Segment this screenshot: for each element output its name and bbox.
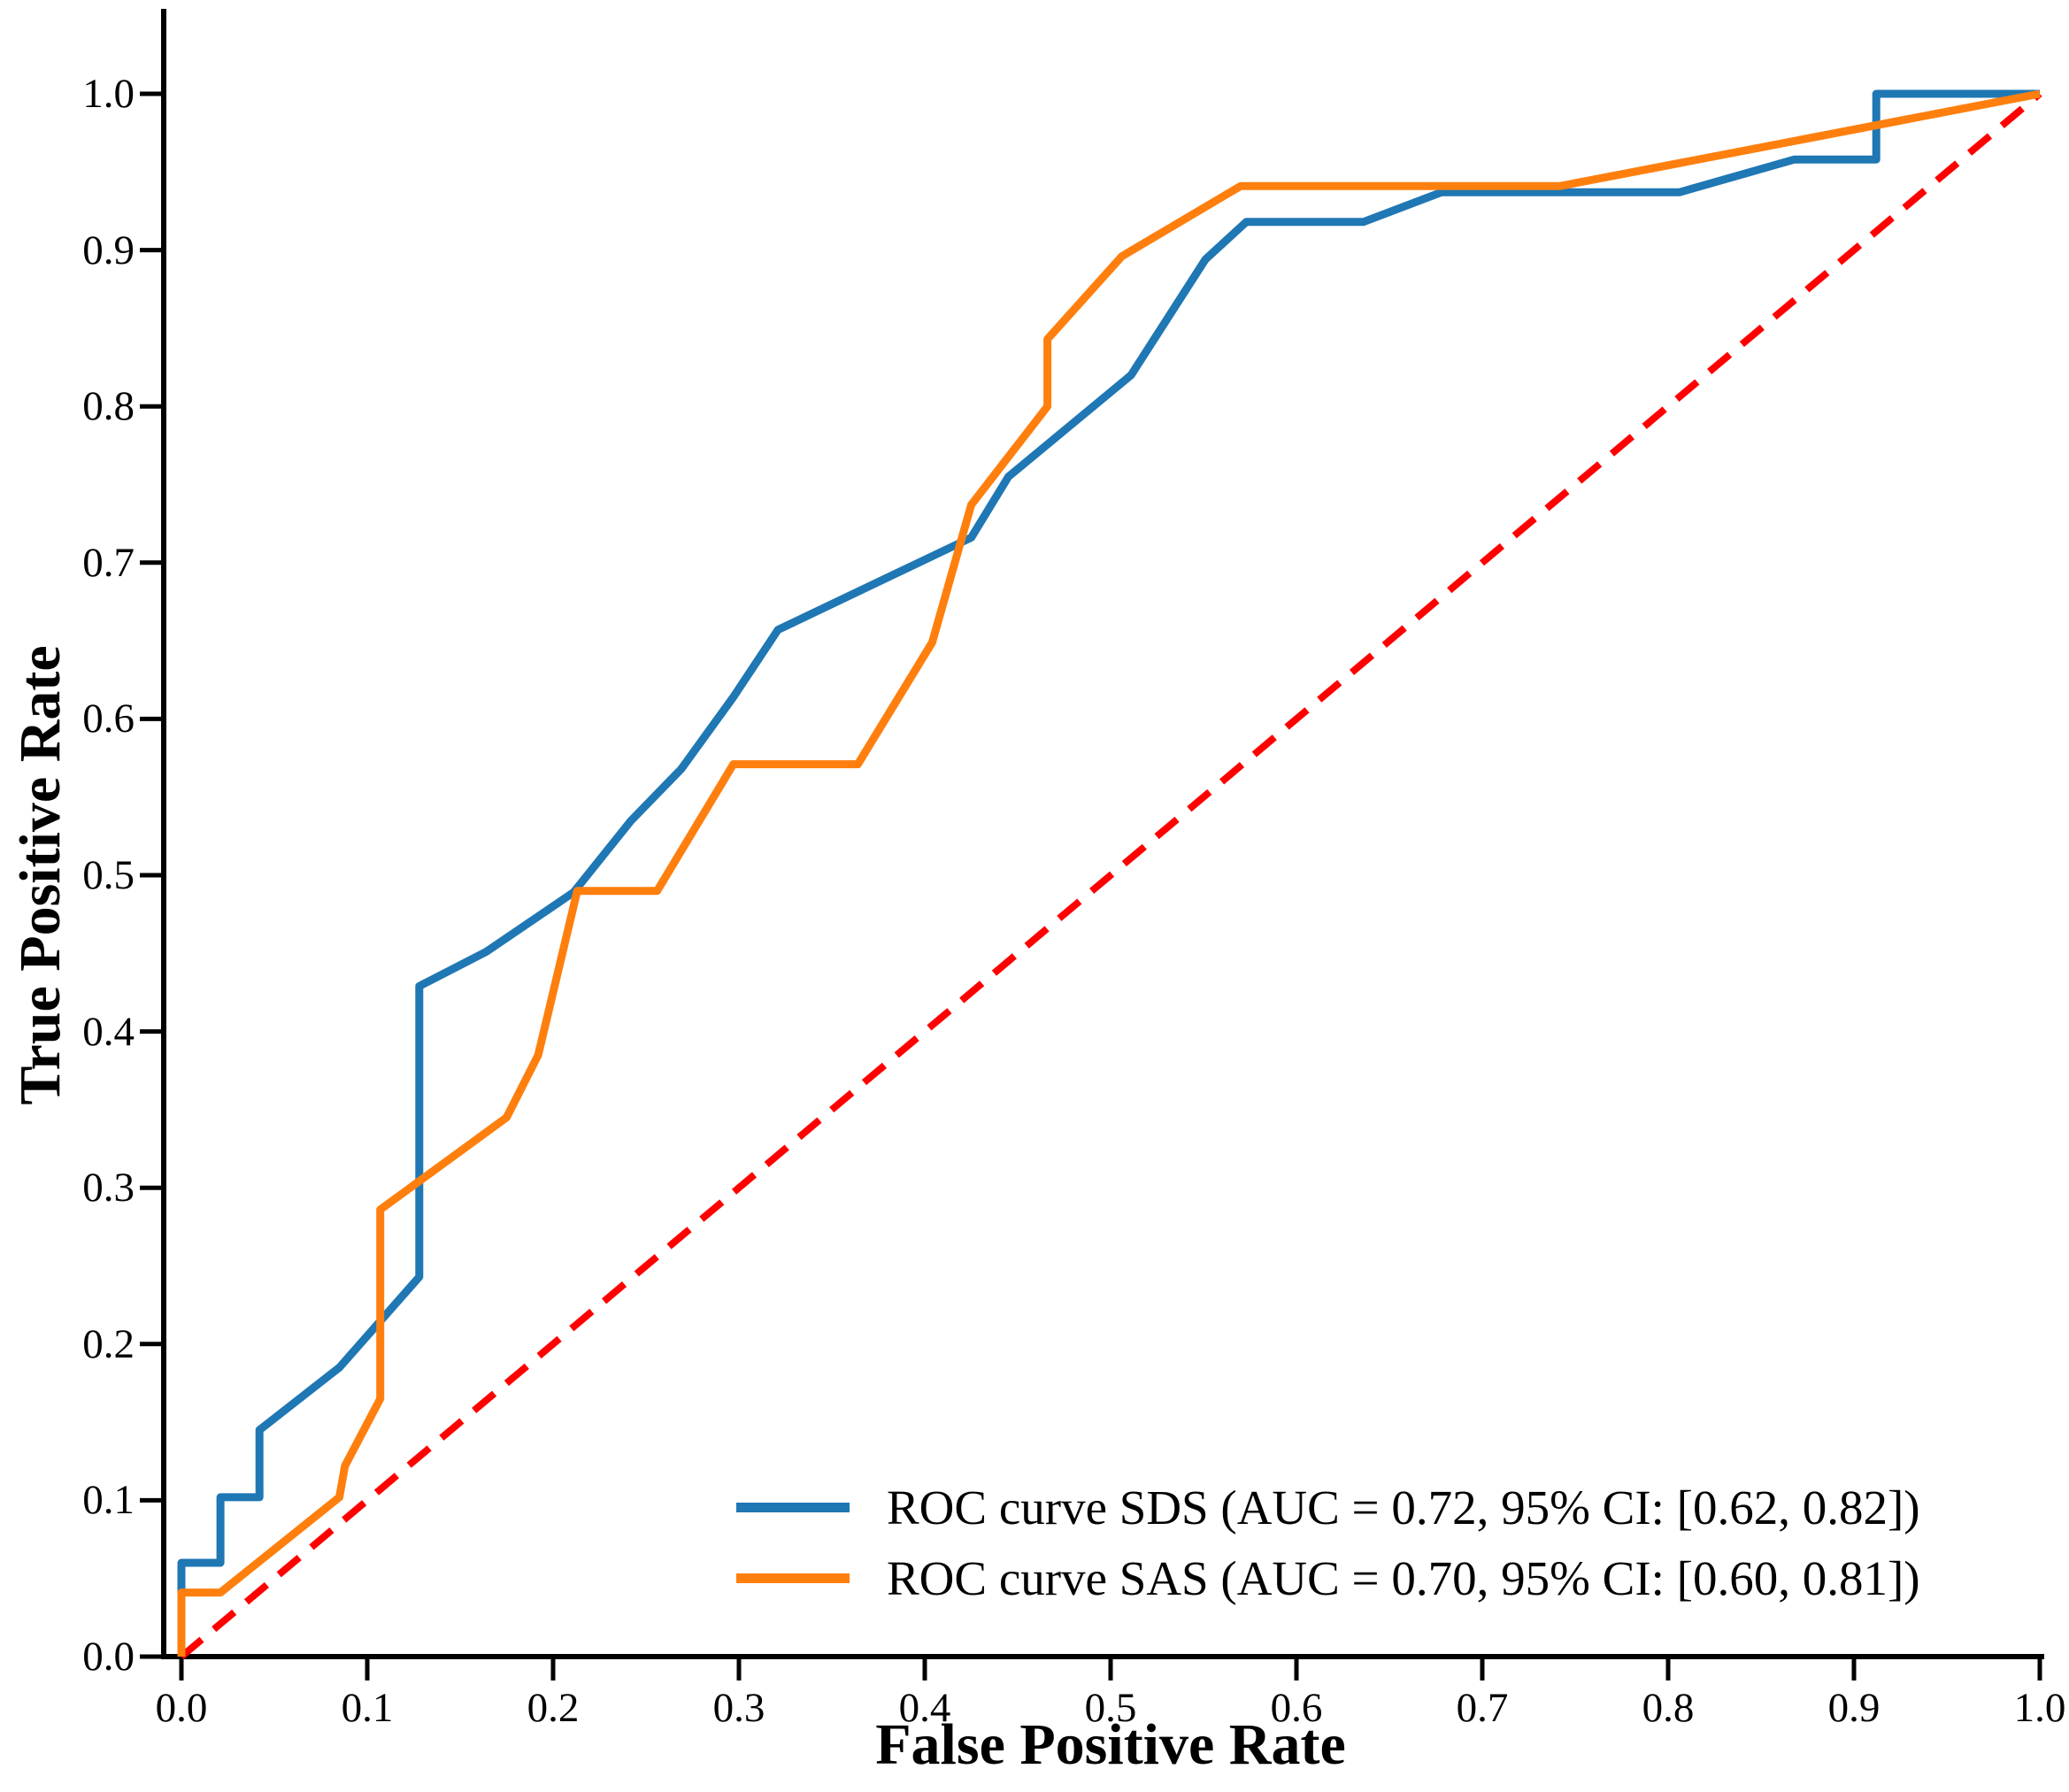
roc-curve-sas [177,89,2041,1657]
legend-label-sds: ROC curve SDS (AUC = 0.72, 95% CI: [0.62… [887,1480,1920,1534]
x-tick-label: 0.9 [1827,1685,1881,1731]
legend-line-sample-sds [736,1502,850,1512]
y-tick-label: 0.4 [82,1008,135,1055]
x-tick-label: 0.5 [1084,1685,1137,1731]
y-tick-label: 0.3 [82,1165,135,1211]
x-tick-label: 0.6 [1270,1685,1323,1731]
y-axis-title-text: True Positive Rate [8,645,73,1105]
x-tick-label: 0.3 [712,1685,765,1731]
legend: ROC curve SDS (AUC = 0.72, 95% CI: [0.62… [736,1472,1920,1613]
legend-item-sds: ROC curve SDS (AUC = 0.72, 95% CI: [0.62… [736,1472,1920,1542]
y-tick-label: 0.1 [82,1477,135,1524]
x-tick-label: 0.4 [898,1685,951,1731]
y-tick-label: 0.5 [82,852,135,898]
y-tick-label: 0.7 [82,539,135,586]
x-axis-title: False Positive Rate [875,1712,1346,1777]
legend-item-sas: ROC curve SAS (AUC = 0.70, 95% CI: [0.60… [736,1542,1920,1613]
legend-line-sample-sas [736,1573,850,1583]
y-tick-label: 0.9 [82,227,135,273]
roc-curve-chance [179,90,2042,1660]
y-tick-label: 0.8 [82,383,135,430]
x-tick-label: 0.2 [527,1685,580,1731]
x-tick-label: 0.7 [1456,1685,1509,1731]
y-tick-label: 0.0 [82,1634,135,1680]
roc-curve-sds [177,89,2040,1657]
y-tick-label: 0.2 [82,1320,135,1367]
x-tick-label: 0.1 [341,1685,394,1731]
x-tick-label: 0.0 [155,1685,208,1731]
x-tick-label: 1.0 [2013,1685,2066,1731]
legend-label-sas: ROC curve SAS (AUC = 0.70, 95% CI: [0.60… [887,1550,1920,1605]
x-tick-label: 0.8 [1642,1685,1695,1731]
y-tick-label: 0.6 [82,696,135,742]
y-tick-label: 1.0 [82,71,135,117]
